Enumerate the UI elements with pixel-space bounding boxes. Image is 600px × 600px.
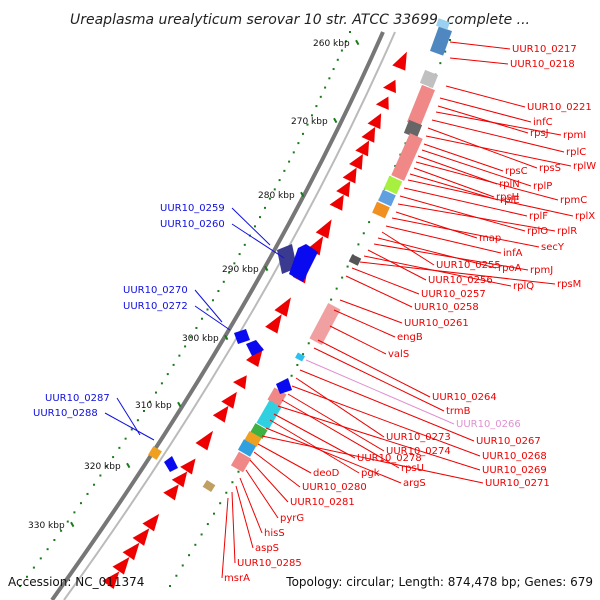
gene-label[interactable]: UUR10_0264 (432, 392, 497, 403)
gene-label[interactable]: rpmJ (530, 265, 553, 276)
feature-track (148, 18, 453, 493)
gene-label[interactable]: rpoA (498, 263, 522, 274)
gene-label[interactable]: rpsU (401, 463, 424, 474)
kbp-tick-label: 270 kbp (291, 117, 328, 127)
gene-label[interactable]: rplF (529, 211, 548, 222)
kbp-tick-labels: 260 kbp 270 kbp 280 kbp 290 kbp 300 kbp 310 k… (28, 39, 360, 531)
gene-label[interactable]: UUR10_0278 (357, 453, 422, 464)
gene-label[interactable]: valS (388, 349, 409, 360)
accession-label: Accession: NC_011374 (8, 575, 144, 589)
gene-label[interactable]: UUR10_0280 (302, 482, 367, 493)
gene-label[interactable]: aspS (255, 543, 279, 554)
gene-label[interactable]: rplN (499, 179, 520, 190)
gene-label[interactable]: rpsM (557, 279, 581, 290)
gene-label[interactable]: rpsC (505, 166, 528, 177)
gene-label[interactable]: hisS (264, 528, 285, 539)
gene-label[interactable]: rplP (533, 181, 552, 192)
gene-label[interactable]: UUR10_0271 (485, 478, 550, 489)
kbp-tick-label: 300 kbp (182, 334, 219, 344)
gene-label[interactable]: rpmC (560, 195, 587, 206)
kbp-tick-label: 330 kbp (28, 521, 65, 531)
kbp-tick-label: 260 kbp (313, 39, 350, 49)
gene-label[interactable]: rplC (566, 147, 586, 158)
gene-label[interactable]: rplE (500, 195, 520, 206)
gene-label[interactable]: UUR10_0218 (510, 59, 575, 70)
gene-label[interactable]: UUR10_0270 (123, 285, 188, 296)
gene-label[interactable]: rplW (573, 161, 596, 172)
gene-label[interactable]: rpsS (539, 163, 561, 174)
gene-label[interactable]: UUR10_0281 (290, 497, 355, 508)
gene-labels: UUR10_0259 UUR10_0260 UUR10_0270 UUR10_0272… (33, 44, 596, 584)
gene-label[interactable]: rplX (575, 211, 595, 222)
gene-label[interactable]: UUR10_0261 (404, 318, 469, 329)
gene-label[interactable]: UUR10_0272 (123, 301, 188, 312)
outer-tick-ring (19, 31, 451, 587)
gene-label[interactable]: rpsH (496, 192, 519, 203)
gene-label[interactable]: rplQ (513, 281, 534, 292)
gene-label[interactable]: argS (403, 478, 426, 489)
gene-label[interactable]: deoD (313, 468, 340, 479)
gene-label[interactable]: UUR10_0285 (237, 558, 302, 569)
gene-label[interactable]: UUR10_0258 (414, 302, 479, 313)
gene-label[interactable]: rplR (557, 226, 577, 237)
gene-label[interactable]: UUR10_0266 (456, 419, 521, 430)
genome-summary: Topology: circular; Length: 874,478 bp; … (285, 575, 593, 589)
gene-label[interactable]: UUR10_0287 (45, 393, 110, 404)
gene-label[interactable]: UUR10_0268 (482, 451, 547, 462)
gene-label[interactable]: infA (503, 248, 523, 259)
kbp-tick-label: 310 kbp (135, 401, 172, 411)
gene-label[interactable]: infC (533, 117, 553, 128)
gene-label[interactable]: UUR10_0260 (160, 219, 225, 230)
gene-label[interactable]: UUR10_0259 (160, 203, 225, 214)
gene-label[interactable]: secY (541, 242, 565, 253)
gene-label[interactable]: rplO (527, 226, 548, 237)
gene-label[interactable]: rpmI (563, 130, 586, 141)
gene-label[interactable]: UUR10_0217 (512, 44, 577, 55)
kbp-tick-label: 280 kbp (258, 191, 295, 201)
gene-label[interactable]: map (479, 233, 501, 244)
genome-backbone (50, 31, 396, 600)
gene-label[interactable]: UUR10_0257 (421, 289, 486, 300)
kbp-tick-label: 320 kbp (84, 462, 121, 472)
gene-label[interactable]: trmB (446, 406, 471, 417)
label-leader-lines (104, 41, 574, 579)
gene-label[interactable]: engB (397, 332, 423, 343)
gene-label[interactable]: rpsJ (530, 128, 549, 139)
gene-label[interactable]: UUR10_0221 (527, 102, 592, 113)
kbp-tick-label: 290 kbp (222, 265, 259, 275)
plus-strand-genes (164, 244, 318, 472)
gene-label[interactable]: pgk (361, 468, 380, 479)
gene-label[interactable]: UUR10_0255 (436, 260, 501, 271)
gene-label[interactable]: UUR10_0269 (482, 465, 547, 476)
gene-label[interactable]: UUR10_0267 (476, 436, 541, 447)
gene-label[interactable]: UUR10_0273 (386, 432, 451, 443)
gene-label[interactable]: msrA (224, 573, 250, 584)
gene-label[interactable]: UUR10_0256 (428, 275, 493, 286)
map-title: Ureaplasma urealyticum serovar 10 str. A… (70, 12, 530, 28)
gene-label[interactable]: UUR10_0288 (33, 408, 98, 419)
gene-label[interactable]: pyrG (280, 513, 304, 524)
gene-label[interactable]: UUR10_0274 (386, 446, 451, 457)
minus-strand-genes (102, 51, 407, 590)
